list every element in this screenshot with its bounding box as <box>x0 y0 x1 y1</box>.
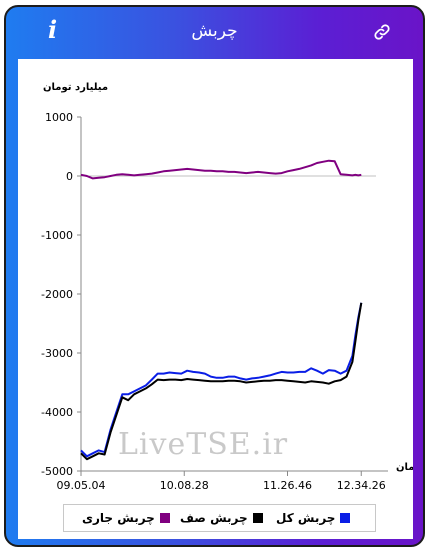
y-tick-label: -5000 <box>41 465 73 478</box>
legend-swatch-total <box>340 513 351 523</box>
link-icon[interactable] <box>373 23 391 45</box>
x-tick-label: 11.26.46 <box>263 479 312 492</box>
legend-label-queue: چربش صف <box>180 511 248 525</box>
series-line-total <box>80 302 363 458</box>
x-axis-title: زمان <box>396 462 413 473</box>
page-title: چربش <box>191 21 238 41</box>
x-tick-label: 10.08.28 <box>160 479 209 492</box>
series-line-current <box>80 159 362 180</box>
x-tick-label: 12.34.26 <box>337 479 386 492</box>
chart-legend: چربش جاری چربش صف چربش کل <box>63 504 376 532</box>
legend-item-total[interactable]: چربش کل <box>276 511 351 525</box>
chart-panel: میلیارد تومان زمان 1000 0 -1000 -2000 -3000 -… <box>18 59 413 539</box>
y-tick-label: 0 <box>66 170 73 183</box>
legend-item-queue[interactable]: چربش صف <box>180 511 263 525</box>
watermark-text: LiveTSE.ir <box>118 427 289 462</box>
chart-card: i چربش میلیارد تومان زمان 1000 0 -1000 -200… <box>4 5 425 547</box>
legend-label-current: چربش جاری <box>82 511 155 525</box>
y-tick-label: -4000 <box>41 406 73 419</box>
y-tick-label: -2000 <box>41 288 73 301</box>
y-tick-label: -3000 <box>41 347 73 360</box>
y-tick-label: 1000 <box>45 111 73 124</box>
legend-swatch-queue <box>252 513 263 523</box>
y-axis-title: میلیارد تومان <box>43 82 108 93</box>
info-icon[interactable]: i <box>48 15 58 44</box>
x-tick-label: 09.05.04 <box>57 479 106 492</box>
legend-item-current[interactable]: چربش جاری <box>82 511 170 525</box>
legend-swatch-current <box>159 513 170 523</box>
chart-svg: میلیارد تومان زمان 1000 0 -1000 -2000 -3000 -… <box>41 82 413 492</box>
y-tick-label: -1000 <box>41 229 73 242</box>
header-bar: i چربش <box>6 7 423 59</box>
series-line-queue <box>80 302 363 461</box>
legend-label-total: چربش کل <box>276 511 336 525</box>
